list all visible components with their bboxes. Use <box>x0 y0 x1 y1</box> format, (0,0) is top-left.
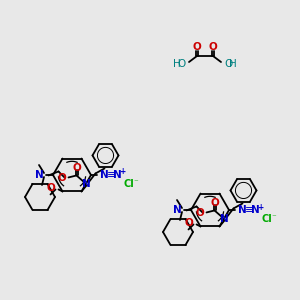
Text: N: N <box>100 170 109 180</box>
Text: H: H <box>173 59 181 69</box>
Text: +: + <box>257 202 263 211</box>
Text: N: N <box>220 214 229 224</box>
Text: H: H <box>229 59 237 69</box>
Text: +: + <box>119 167 125 176</box>
Text: N: N <box>238 205 247 215</box>
Text: O: O <box>208 42 217 52</box>
Text: N: N <box>82 179 91 190</box>
Text: O: O <box>72 164 81 173</box>
Text: N: N <box>35 170 44 180</box>
Text: O: O <box>185 218 194 229</box>
Text: O: O <box>193 42 201 52</box>
Text: O: O <box>47 184 56 194</box>
Text: O: O <box>210 199 219 208</box>
Text: N: N <box>251 205 260 215</box>
Text: ⁻: ⁻ <box>133 178 138 188</box>
Text: N: N <box>113 170 122 180</box>
Text: N: N <box>173 205 182 215</box>
Text: ≡: ≡ <box>107 170 116 180</box>
Text: ⁻: ⁻ <box>271 214 276 223</box>
Text: Cl: Cl <box>261 214 272 224</box>
Text: O: O <box>58 173 67 184</box>
Text: Cl: Cl <box>123 179 134 189</box>
Text: O: O <box>178 59 186 69</box>
Text: O: O <box>196 208 205 218</box>
Text: ≡: ≡ <box>245 205 254 215</box>
Text: O: O <box>224 59 232 69</box>
